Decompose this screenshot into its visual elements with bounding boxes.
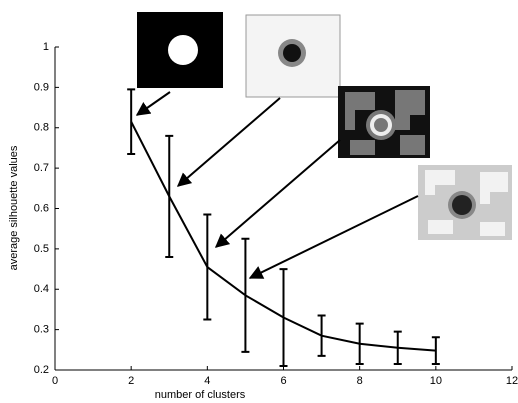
error-bar bbox=[280, 269, 288, 366]
inset-2 bbox=[246, 15, 340, 97]
error-bar bbox=[203, 215, 211, 320]
y-tick-label: 0.3 bbox=[34, 324, 49, 336]
error-bar bbox=[127, 89, 135, 154]
error-bar bbox=[241, 239, 249, 352]
x-tick-label: 0 bbox=[52, 375, 58, 387]
x-tick-label: 10 bbox=[430, 375, 442, 387]
y-tick-label: 1 bbox=[43, 41, 49, 53]
x-axis-label: number of clusters bbox=[155, 389, 246, 401]
y-tick-label: 0.9 bbox=[34, 81, 49, 93]
x-tick-label: 8 bbox=[357, 375, 363, 387]
x-tick-label: 6 bbox=[280, 375, 286, 387]
page: number of clusters average silhouette va… bbox=[0, 0, 518, 403]
x-tick-label: 2 bbox=[128, 375, 134, 387]
y-tick-label: 0.4 bbox=[34, 283, 49, 295]
chart: number of clusters average silhouette va… bbox=[0, 0, 518, 403]
inset-3 bbox=[338, 86, 430, 158]
x-tick-label: 4 bbox=[204, 375, 210, 387]
y-axis-label: average silhouette values bbox=[8, 145, 20, 270]
inset-1 bbox=[137, 12, 223, 88]
y-tick-label: 0.2 bbox=[34, 364, 49, 376]
error-bar bbox=[165, 136, 173, 257]
y-tick-label: 0.5 bbox=[34, 243, 49, 255]
y-tick-label: 0.8 bbox=[34, 122, 49, 134]
y-tick-label: 0.6 bbox=[34, 202, 49, 214]
x-tick-label: 12 bbox=[506, 375, 518, 387]
y-tick-label: 0.7 bbox=[34, 162, 49, 174]
inset-4 bbox=[418, 165, 512, 240]
